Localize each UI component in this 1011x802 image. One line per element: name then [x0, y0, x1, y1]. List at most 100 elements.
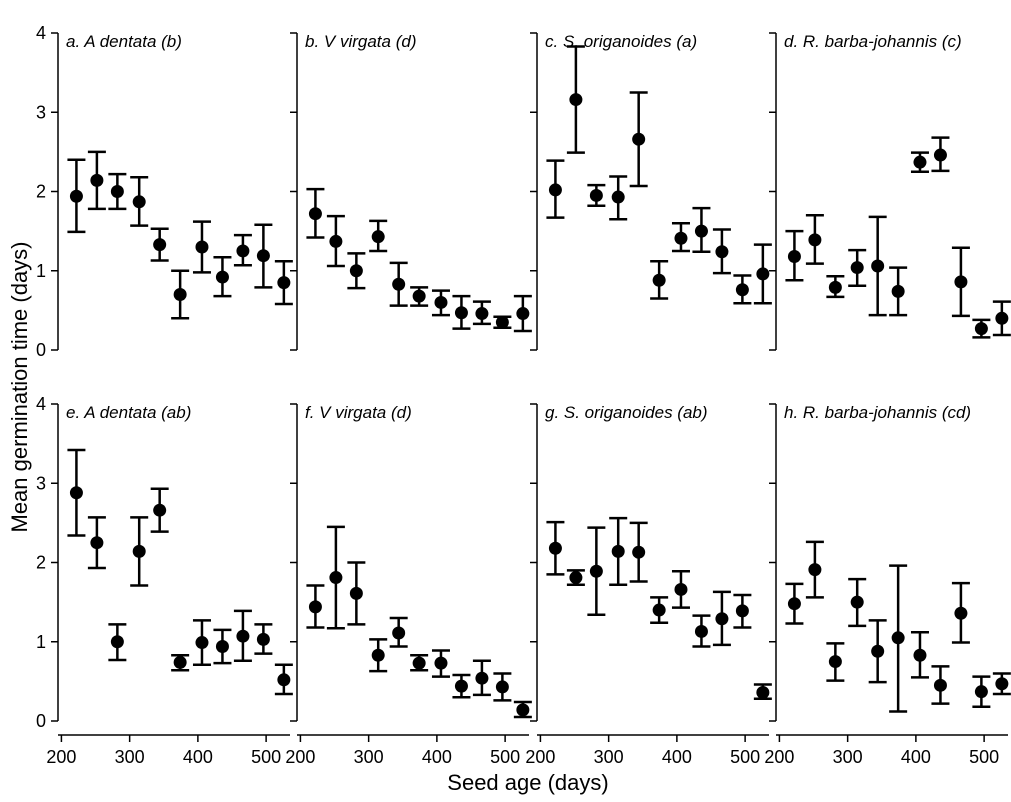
panel-5: e. A dentata (ab) 0 1 2 3 4 200 300 400 500	[36, 394, 293, 767]
data-point-group	[992, 300, 1011, 337]
data-point-group	[274, 259, 293, 306]
data-point	[652, 603, 666, 617]
panel-1: a. A dentata (b) 0 1 2 3 4	[36, 23, 293, 360]
data-point	[954, 275, 968, 289]
data-point	[632, 545, 646, 559]
data-point-group	[692, 614, 711, 648]
data-point-group	[951, 246, 970, 318]
data-point	[933, 148, 947, 162]
data-point	[694, 224, 708, 238]
data-point-group	[826, 275, 845, 299]
data-point-group	[87, 516, 106, 570]
data-point	[475, 307, 489, 321]
data-point	[412, 289, 426, 303]
data-point	[132, 544, 146, 558]
data-point-group	[992, 672, 1011, 696]
data-point	[974, 685, 988, 699]
data-point-group	[326, 525, 345, 630]
data-point-group	[130, 175, 149, 227]
panel-title: d. R. barba-johannis (c)	[784, 32, 962, 51]
data-point	[392, 277, 406, 291]
data-point	[808, 233, 822, 247]
data-point	[277, 673, 291, 687]
data-point	[371, 230, 385, 244]
data-point-group	[826, 642, 845, 682]
panel-4: d. R. barba-johannis (c)	[769, 32, 1011, 351]
data-point	[308, 600, 322, 614]
panel-title: g. S. origanoides (ab)	[545, 403, 708, 422]
data-point	[153, 238, 167, 252]
x-tick-label: 200	[525, 747, 555, 767]
data-point	[913, 648, 927, 662]
data-point	[516, 307, 530, 321]
data-point	[828, 655, 842, 669]
data-point-group	[785, 229, 804, 282]
data-point-group	[609, 516, 628, 586]
data-point	[236, 244, 250, 258]
panel-title: f. V virgata (d)	[305, 403, 412, 422]
data-point	[933, 678, 947, 692]
data-point-group	[452, 673, 471, 699]
data-point-group	[87, 150, 106, 211]
data-point-group	[972, 318, 991, 339]
data-point	[808, 563, 822, 577]
data-point-group	[150, 227, 169, 262]
data-point-group	[369, 638, 388, 673]
data-point	[173, 288, 187, 302]
data-point	[195, 636, 209, 650]
data-point	[256, 632, 270, 646]
data-point	[329, 571, 343, 585]
data-point-group	[410, 286, 429, 307]
data-point	[652, 273, 666, 287]
data-point	[611, 190, 625, 204]
panel-8: h. R. barba-johannis (cd) 200 300 400 500	[764, 403, 1011, 767]
data-point	[434, 656, 448, 670]
data-point	[495, 680, 509, 694]
data-point	[735, 604, 749, 618]
data-point-group	[848, 248, 867, 288]
data-point-group	[931, 136, 950, 173]
data-point	[371, 648, 385, 662]
y-tick-label: 1	[36, 632, 46, 652]
data-point-group	[546, 520, 565, 576]
data-point-group	[274, 663, 293, 696]
data-point	[236, 629, 250, 643]
data-point	[611, 544, 625, 558]
data-point-group	[650, 259, 669, 300]
data-point-group	[67, 158, 86, 234]
data-point-group	[233, 609, 252, 663]
data-point	[548, 183, 562, 197]
data-point-group	[513, 294, 532, 333]
data-point	[850, 595, 864, 609]
data-point-group	[692, 206, 711, 253]
data-point-group	[410, 653, 429, 672]
data-point-group	[609, 175, 628, 221]
panel-3: c. S. origanoides (a)	[530, 32, 772, 351]
data-point	[110, 185, 124, 198]
data-point	[69, 189, 83, 203]
data-point	[954, 606, 968, 620]
x-tick-label: 500	[490, 747, 520, 767]
data-point	[891, 284, 905, 298]
data-point-group	[513, 700, 532, 719]
data-point-group	[130, 516, 149, 587]
data-point	[913, 155, 927, 169]
x-tick-label: 400	[183, 747, 213, 767]
panels-layer: a. A dentata (b) 0 1 2 3 4 b. V virgata (d) c. …	[36, 23, 1011, 767]
data-point-group	[951, 581, 970, 644]
y-axis-title: Mean germination time (days)	[7, 241, 32, 532]
data-point	[828, 280, 842, 294]
x-tick-label: 500	[251, 747, 281, 767]
x-tick-label: 300	[115, 747, 145, 767]
data-point	[90, 173, 104, 187]
data-point-group	[972, 675, 991, 708]
data-point	[589, 564, 603, 578]
x-tick-label: 300	[594, 747, 624, 767]
data-point-group	[868, 619, 887, 684]
data-point-group	[171, 269, 190, 320]
y-tick-label: 0	[36, 340, 46, 360]
data-point-group	[848, 577, 867, 628]
data-point-group	[629, 521, 648, 583]
data-point-group	[493, 672, 512, 702]
panel-title: e. A dentata (ab)	[66, 403, 191, 422]
